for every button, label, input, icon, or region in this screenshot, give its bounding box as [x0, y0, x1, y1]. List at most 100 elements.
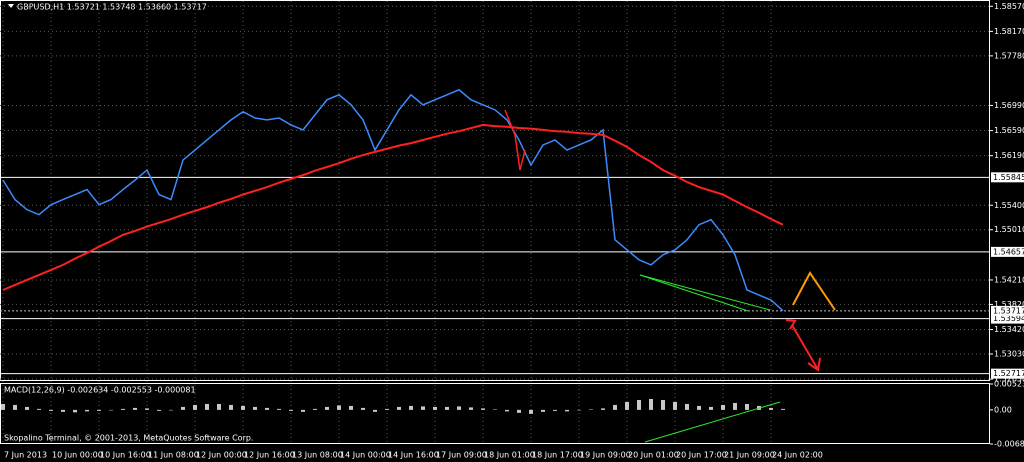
- macd-bar: [157, 409, 161, 411]
- x-tick-label: 10 Jun 16:00: [100, 451, 151, 460]
- macd-bar: [565, 409, 569, 412]
- macd-bar: [97, 409, 101, 411]
- x-tick-label: 18 Jun 17:00: [532, 451, 583, 460]
- macd-bar: [529, 409, 533, 414]
- macd-bar: [541, 409, 545, 412]
- x-tick-label: 7 Jun 2013: [4, 451, 47, 460]
- macd-bar: [613, 404, 617, 410]
- macd-bar: [649, 399, 653, 410]
- x-tick-label: 19 Jun 09:00: [580, 451, 631, 460]
- orange-caret: [792, 271, 836, 311]
- x-tick-label: 17 Jun 09:00: [436, 451, 487, 460]
- level-label-box: [991, 368, 1024, 379]
- x-tick-label: 18 Jun 01:00: [484, 451, 535, 460]
- macd-bar: [577, 409, 581, 411]
- last-price-box: [991, 305, 1024, 316]
- macd-bar: [229, 404, 233, 410]
- y-tick-label: 1.55010: [994, 225, 1024, 234]
- macd-bar: [49, 409, 53, 411]
- macd-bar: [109, 409, 113, 411]
- macd-bar: [469, 407, 473, 410]
- macd-bar: [337, 405, 341, 410]
- macd-bar: [709, 406, 713, 410]
- level-label-box: [991, 246, 1024, 257]
- x-tick-label: 20 Jun 17:00: [676, 451, 727, 460]
- chart-title: GBPUSD,H1 1.53721 1.53748 1.53660 1.5371…: [17, 3, 207, 12]
- macd-bar: [457, 406, 461, 410]
- macd-frame: [0, 383, 990, 444]
- macd-bar: [373, 409, 377, 412]
- x-tick-label: 13 Jun 08:00: [292, 451, 343, 460]
- macd-bar: [781, 408, 785, 410]
- macd-bar: [769, 407, 773, 410]
- trend-line: [639, 274, 749, 312]
- level-label: 1.54657: [993, 247, 1024, 256]
- macd-bar: [553, 409, 557, 411]
- macd-bar: [421, 406, 425, 410]
- macd-bar: [349, 405, 353, 410]
- macd-bar: [661, 399, 665, 410]
- macd-bar: [685, 403, 689, 410]
- y-tick-label: 1.54210: [994, 275, 1024, 284]
- y-tick-label: 1.56590: [994, 126, 1024, 135]
- macd-bar: [397, 406, 401, 410]
- x-tick-label: 14 Jun 16:00: [388, 451, 439, 460]
- macd-title: MACD(12,26,9) -0.002634 -0.002553 -0.000…: [4, 386, 196, 395]
- macd-bar: [625, 401, 629, 410]
- macd-bar: [277, 408, 281, 410]
- macd-bar: [409, 405, 413, 410]
- series-line: [2, 88, 784, 312]
- y-tick-label: 0.005232: [994, 380, 1024, 389]
- y-tick-label: 1.57780: [994, 51, 1024, 60]
- macd-bar: [61, 409, 65, 412]
- x-tick-label: 20 Jun 01:00: [628, 451, 679, 460]
- macd-bar: [85, 409, 89, 412]
- macd-bar: [37, 408, 41, 410]
- macd-bar: [505, 409, 509, 412]
- macd-bar: [253, 406, 257, 410]
- last-price-label: 1.53717: [993, 306, 1024, 315]
- macd-bar: [361, 407, 365, 410]
- x-tick-label: 12 Jun 00:00: [196, 451, 247, 460]
- macd-bar: [133, 407, 137, 410]
- red-arrowhead: [807, 357, 821, 372]
- y-tick-label: 1.53030: [994, 350, 1024, 359]
- y-tick-label: 0.00: [994, 405, 1012, 414]
- macd-bar: [445, 406, 449, 410]
- y-tick-label: 1.53420: [994, 325, 1024, 334]
- red-arrow: [791, 324, 818, 369]
- macd-bar: [193, 404, 197, 410]
- macd-bar: [121, 408, 125, 410]
- macd-bar: [601, 408, 605, 410]
- macd-bar: [733, 402, 737, 410]
- macd-bar: [289, 409, 293, 411]
- y-tick-label: 1.58570: [994, 2, 1024, 11]
- macd-bar: [265, 407, 269, 410]
- macd-bar: [721, 404, 725, 410]
- macd-bar: [205, 403, 209, 410]
- trend-line: [639, 274, 771, 311]
- macd-bar: [385, 408, 389, 410]
- macd-bar: [13, 404, 17, 410]
- y-tick-label: 1.58170: [994, 27, 1024, 36]
- red-arrowhead: [785, 319, 797, 330]
- macd-bar: [745, 403, 749, 410]
- x-tick-label: 24 Jun 02:00: [772, 451, 823, 460]
- macd-bar: [145, 408, 149, 410]
- macd-bar: [1, 403, 5, 410]
- y-tick-label: 1.56190: [994, 151, 1024, 160]
- macd-trend-line: [644, 401, 781, 443]
- macd-bar: [73, 409, 77, 413]
- macd-bar: [217, 403, 221, 410]
- level-label: 1.53594: [993, 314, 1024, 323]
- x-tick-label: 14 Jun 00:00: [340, 451, 391, 460]
- menu-arrow[interactable]: [8, 4, 14, 8]
- x-tick-label: 12 Jun 16:00: [244, 451, 295, 460]
- macd-bar: [301, 409, 305, 412]
- macd-bar: [589, 409, 593, 410]
- y-tick-label: 1.55400: [994, 201, 1024, 210]
- x-tick-label: 21 Jun 09:00: [724, 451, 775, 460]
- macd-bar: [637, 399, 641, 410]
- macd-bar: [169, 409, 173, 411]
